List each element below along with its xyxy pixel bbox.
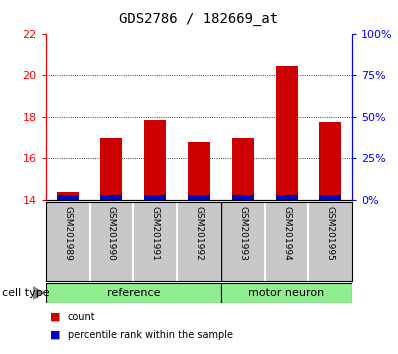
Text: reference: reference: [107, 288, 160, 298]
Bar: [276, 195, 298, 200]
Bar: [101, 138, 123, 200]
Bar: [232, 195, 254, 200]
Text: GSM201989: GSM201989: [63, 206, 72, 261]
Text: GSM201993: GSM201993: [238, 206, 247, 261]
Bar: [57, 195, 79, 200]
Bar: [232, 138, 254, 200]
Bar: [144, 120, 166, 200]
Text: GDS2786 / 182669_at: GDS2786 / 182669_at: [119, 12, 279, 27]
Text: count: count: [68, 312, 95, 322]
Bar: [57, 192, 79, 200]
Text: GSM201992: GSM201992: [195, 206, 203, 261]
Bar: [101, 195, 123, 200]
Text: GSM201990: GSM201990: [107, 206, 116, 261]
Text: GSM201991: GSM201991: [151, 206, 160, 261]
Polygon shape: [33, 287, 44, 299]
Bar: [46, 283, 221, 303]
Text: percentile rank within the sample: percentile rank within the sample: [68, 330, 233, 339]
Text: ■: ■: [50, 330, 60, 339]
Text: motor neuron: motor neuron: [248, 288, 325, 298]
Bar: [188, 195, 210, 200]
Bar: [144, 195, 166, 200]
Bar: [320, 122, 341, 200]
Bar: [320, 195, 341, 200]
Bar: [188, 142, 210, 200]
Bar: [221, 283, 352, 303]
Text: ■: ■: [50, 312, 60, 322]
Text: cell type: cell type: [2, 288, 50, 298]
Text: GSM201994: GSM201994: [282, 206, 291, 261]
Bar: [276, 66, 298, 200]
Text: GSM201995: GSM201995: [326, 206, 335, 261]
